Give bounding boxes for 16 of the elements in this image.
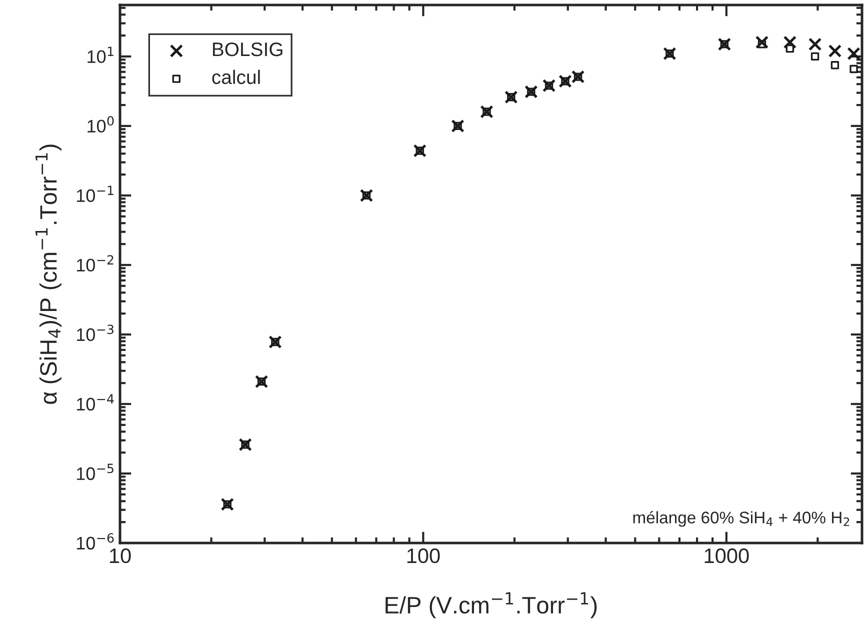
x-axis-title: E/P (V.cm$^{−1}$.Torr$^{−1}$)	[386, 592, 597, 618]
y-tick-label: 10$^{−5}$	[76, 464, 114, 480]
x-tick-label: 10	[110, 548, 131, 564]
legend-label: BOLSIG	[212, 42, 282, 56]
legend-label: calcul	[212, 70, 260, 84]
x-tick-label: 1000	[704, 548, 749, 564]
y-tick-label: 10$^{−6}$	[76, 533, 114, 550]
y-tick-label: 10$^{−2}$	[76, 255, 114, 272]
y-tick-label: 10$^{0}$	[88, 116, 114, 133]
y-tick-label: 10$^{1}$	[88, 46, 114, 64]
x-tick-label: 100	[407, 548, 440, 564]
y-tick-label: 10$^{−1}$	[76, 186, 114, 202]
annotation: mélange 60% SiH$_{4}$ + 40% H$_{2}$	[633, 511, 850, 527]
y-tick-label: 10$^{−4}$	[76, 394, 114, 411]
y-axis-title: α (SiH$_{4}$)/P (cm$^{−1}$.Torr$^{−1}$)	[36, 144, 62, 404]
y-tick-label: 10$^{−3}$	[76, 324, 114, 342]
